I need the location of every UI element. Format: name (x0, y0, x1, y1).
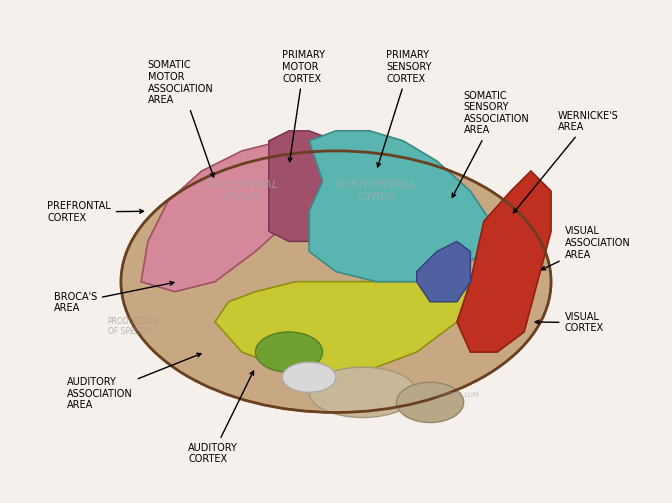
Polygon shape (141, 141, 309, 292)
Text: VISUAL
ASSOCIATION
AREA: VISUAL ASSOCIATION AREA (542, 226, 630, 270)
Text: PRODUCTION
OF SPEECH: PRODUCTION OF SPEECH (108, 317, 159, 337)
Text: VISUAL
CORTEX: VISUAL CORTEX (535, 312, 603, 333)
Polygon shape (457, 171, 551, 352)
Text: WERNICKE'S
AREA: WERNICKE'S AREA (513, 111, 618, 213)
Polygon shape (309, 131, 491, 282)
Text: PRECENTRAL
GYRUS: PRECENTRAL GYRUS (206, 181, 278, 202)
Polygon shape (417, 241, 470, 302)
Ellipse shape (255, 332, 323, 372)
Text: POSTCENTRAL
GYRUS: POSTCENTRAL GYRUS (336, 181, 417, 202)
Text: PRIMARY
SENSORY
CORTEX: PRIMARY SENSORY CORTEX (377, 50, 432, 167)
Ellipse shape (121, 151, 551, 412)
Text: CEREBELLUM: CEREBELLUM (434, 392, 480, 398)
Text: PREFRONTAL
CORTEX: PREFRONTAL CORTEX (47, 201, 144, 223)
Text: SOMATIC
SENSORY
ASSOCIATION
AREA: SOMATIC SENSORY ASSOCIATION AREA (452, 91, 530, 197)
Polygon shape (269, 131, 349, 241)
Text: SOMATIC
MOTOR
ASSOCIATION
AREA: SOMATIC MOTOR ASSOCIATION AREA (148, 60, 214, 177)
Text: AUDITORY
ASSOCIATION
AREA: AUDITORY ASSOCIATION AREA (67, 353, 201, 410)
Text: PRIMARY
MOTOR
CORTEX: PRIMARY MOTOR CORTEX (282, 50, 325, 161)
Ellipse shape (282, 362, 336, 392)
Ellipse shape (396, 382, 464, 423)
Text: BROCA'S
AREA: BROCA'S AREA (54, 281, 174, 313)
Text: AUDITORY
CORTEX: AUDITORY CORTEX (188, 371, 253, 464)
Ellipse shape (309, 367, 417, 417)
Polygon shape (215, 282, 470, 372)
